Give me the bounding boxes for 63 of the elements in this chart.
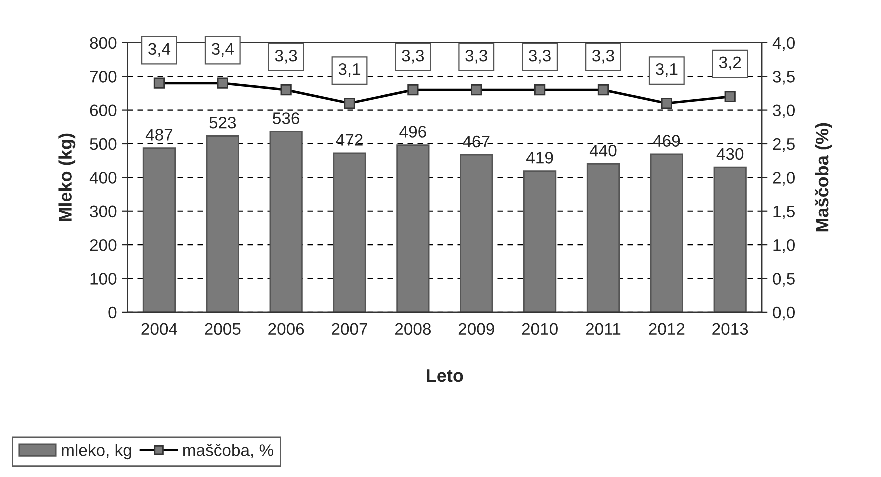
y2-tick-label: 2,0: [773, 172, 795, 186]
x-tick-label: 2008: [395, 323, 432, 336]
data-label: 419: [526, 152, 554, 164]
data-label: 3,4: [148, 43, 171, 58]
data-label: 469: [653, 135, 680, 147]
data-label: 3,1: [338, 63, 361, 78]
bar: [714, 166, 747, 312]
y-tick-label: 800: [90, 37, 117, 50]
y2-tick-label: 3,5: [773, 71, 795, 85]
y-tick-label: 0: [108, 306, 117, 319]
bar: [396, 144, 430, 312]
y2-tick-label: 1,5: [774, 206, 795, 220]
data-label: 430: [716, 148, 744, 160]
y-tick-label: 100: [90, 273, 117, 285]
y-tick-label: 500: [90, 138, 117, 150]
y2-tick-label: 2,5: [773, 138, 795, 152]
y2-tick-label: 4,0: [772, 37, 795, 52]
data-label: 496: [400, 126, 426, 138]
x-tick-label: 2010: [522, 323, 558, 336]
data-label: 3,3: [466, 50, 488, 64]
data-label: 467: [463, 136, 490, 148]
data-label: 440: [590, 144, 617, 157]
x-tick-label: 2004: [142, 323, 178, 336]
x-tick-label: 2006: [268, 323, 304, 336]
bar: [206, 136, 240, 312]
x-axis-title: Leto: [427, 370, 464, 382]
data-label: 523: [210, 116, 236, 129]
data-label: 536: [273, 112, 300, 124]
bar: [142, 148, 176, 312]
bar: [270, 131, 303, 312]
x-tick-label: 2012: [649, 323, 685, 336]
y2-tick-label: 0,5: [773, 273, 795, 287]
y-tick-label: 400: [90, 172, 117, 184]
y2-axis-title: Maščoba (%): [815, 123, 832, 232]
bar: [333, 152, 366, 312]
x-tick-label: 2007: [332, 323, 368, 336]
y-tick-label: 600: [90, 104, 117, 117]
y-axis-title: Mleko (kg): [58, 134, 76, 222]
data-label: 487: [146, 129, 173, 141]
x-tick-label: 2011: [586, 323, 621, 336]
legend-label: mleko, kg: [62, 444, 132, 460]
data-label: 3,3: [529, 50, 551, 64]
y-tick-label: 200: [90, 239, 117, 252]
legend-label: maščoba, %: [183, 444, 274, 458]
data-label: 3,3: [592, 50, 614, 64]
data-label: 3,4: [212, 43, 234, 58]
x-tick-label: 2013: [712, 323, 748, 336]
bar: [460, 154, 494, 312]
data-label: 3,2: [719, 56, 742, 71]
y-tick-label: 300: [90, 206, 117, 218]
data-label: 3,3: [402, 50, 424, 64]
x-tick-label: 2009: [458, 323, 494, 336]
data-label: 472: [336, 134, 363, 146]
data-label: 3,3: [275, 50, 298, 64]
y-tick-label: 700: [90, 71, 117, 83]
y2-tick-label: 0,0: [773, 306, 795, 321]
bar: [650, 154, 684, 312]
y2-tick-label: 1,0: [774, 239, 795, 254]
x-tick-label: 2005: [205, 323, 241, 336]
bar: [524, 170, 557, 312]
data-label: 3,1: [656, 63, 678, 78]
bar: [586, 164, 620, 312]
y2-tick-label: 3,0: [773, 104, 795, 118]
